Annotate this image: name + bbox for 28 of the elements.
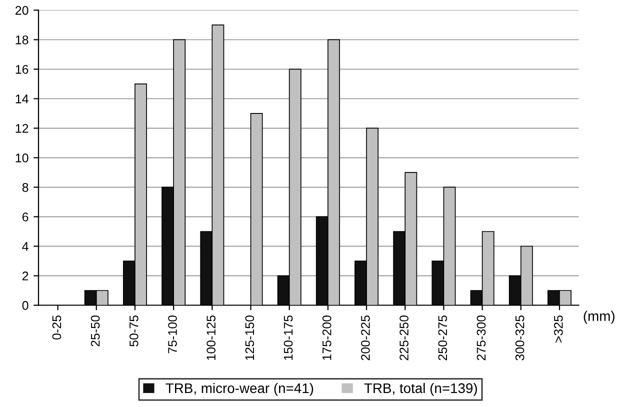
x-tick-label: 300-325 [515, 315, 524, 360]
x-tick-label: 0-25 [52, 315, 62, 340]
x-tick-label: 225-250 [400, 315, 408, 360]
y-tick-label: 4 [22, 242, 28, 251]
x-tick-label: 275-300 [476, 315, 486, 360]
x-tick-label: 50-75 [129, 315, 138, 346]
x-tick-label: 200-225 [361, 315, 370, 360]
x-tick-label: 175-200 [322, 315, 332, 360]
y-tick-label: 8 [22, 183, 28, 192]
x-tick-label: >325 [554, 315, 563, 343]
y-tick-label: 16 [16, 64, 28, 74]
legend-label: TRB, total (n=139) [364, 382, 477, 396]
y-tick-label: 10 [16, 154, 28, 162]
legend-label: TRB, micro-wear (n=41) [166, 382, 314, 396]
x-tick-label: 100-125 [206, 315, 216, 360]
x-tick-label: 150-175 [284, 315, 293, 360]
x-tick-label: 250-275 [438, 315, 448, 360]
y-tick-label: 14 [16, 94, 28, 104]
x-tick-label: 75-100 [168, 315, 177, 354]
x-tick-label: 25-50 [90, 315, 100, 346]
y-tick-label: 18 [16, 35, 28, 44]
y-tick-label: 12 [16, 124, 28, 133]
y-tick-label: 2 [22, 272, 28, 280]
y-tick-label: 6 [22, 212, 28, 222]
y-tick-label: 20 [16, 6, 28, 15]
x-tick-label: 125-150 [245, 315, 254, 360]
y-tick-label: 0 [22, 301, 28, 310]
x-axis-title: (mm) [584, 310, 614, 324]
